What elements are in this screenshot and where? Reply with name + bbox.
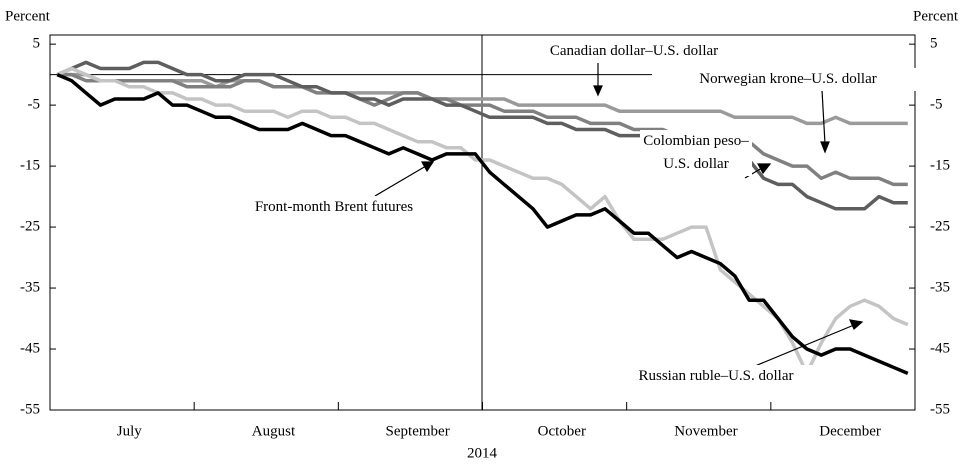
y-tick-label: -25 (20, 219, 40, 235)
arrowhead (820, 141, 830, 154)
x-tick-label: August (252, 423, 296, 439)
y-tick-label: -5 (28, 97, 41, 113)
arrowhead (756, 163, 772, 175)
x-tick-label: July (117, 423, 143, 439)
series-line (56, 66, 909, 376)
series-line (56, 60, 908, 211)
series-line (57, 72, 908, 187)
y2-axis-label: Percent (913, 8, 959, 24)
series-label: Front-month Brent futures (215, 196, 453, 219)
y2-tick-label: -55 (930, 401, 950, 417)
arrows (374, 62, 864, 367)
x-tick-label: November (674, 423, 737, 439)
y2-tick-label: -25 (930, 219, 950, 235)
series-label: Canadian dollar–U.S. dollar (486, 40, 782, 63)
series-line (56, 72, 909, 376)
y-axis-label: Percent (5, 8, 51, 24)
y2-tick-label: 5 (930, 36, 938, 52)
y-tick-label: -35 (20, 279, 40, 295)
arrow (744, 167, 763, 179)
y-tick-label: -15 (20, 158, 40, 174)
arrow (374, 165, 427, 197)
series-label: Colombian peso–U.S. dollar (640, 130, 752, 176)
arrowhead (848, 319, 864, 330)
series-line (57, 72, 908, 126)
y2-tick-label: -15 (930, 158, 950, 174)
arrowhead (420, 161, 435, 173)
y2-tick-label: -5 (930, 97, 943, 113)
x-tick-label: December (819, 423, 881, 439)
y2-tick-label: -35 (930, 279, 950, 295)
y-tick-label: -55 (20, 401, 40, 417)
y-tick-label: 5 (33, 36, 41, 52)
series-label: Russian ruble–U.S. dollar (608, 365, 824, 388)
arrow (754, 324, 855, 367)
y-tick-label: -45 (20, 340, 40, 356)
y2-tick-label: -45 (930, 340, 950, 356)
x-tick-label: October (538, 423, 586, 439)
arrow (821, 89, 826, 145)
series-label: Norwegian krone–U.S. dollar (652, 68, 924, 91)
x-tick-label: September (386, 423, 450, 439)
x-axis-label: 2014 (467, 445, 498, 461)
arrowhead (593, 85, 603, 97)
